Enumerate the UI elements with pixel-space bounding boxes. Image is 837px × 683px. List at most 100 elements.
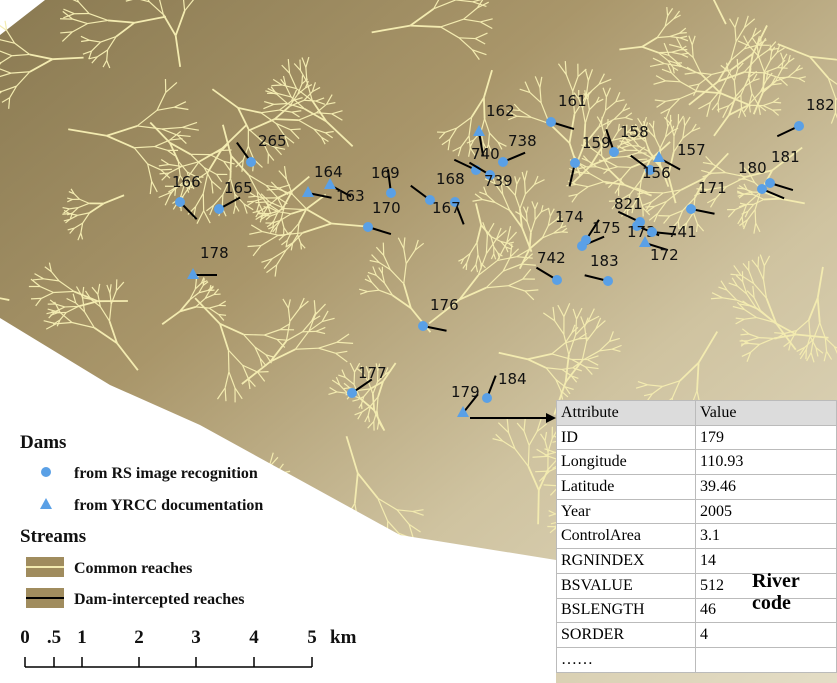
table-cell: Latitude xyxy=(557,475,696,500)
dam-circle xyxy=(647,227,657,237)
stream-reach xyxy=(779,77,789,78)
table-row: Longitude110.93 xyxy=(557,450,837,475)
dam-label: 177 xyxy=(358,364,387,382)
dam-circle xyxy=(175,197,185,207)
stream-reach xyxy=(525,181,526,194)
stream-reach xyxy=(290,129,300,130)
scale-label: 3 xyxy=(191,627,201,648)
stream-reach xyxy=(225,388,226,401)
stream-reach xyxy=(484,98,485,119)
stream-reach xyxy=(773,102,781,103)
scale-label: .5 xyxy=(47,627,61,648)
stream-reach xyxy=(578,338,588,339)
dam-label: 182 xyxy=(806,96,835,114)
stream-reach xyxy=(300,60,301,71)
dam-label: 158 xyxy=(620,123,649,141)
stream-reach xyxy=(630,146,639,147)
river-code-label: River code xyxy=(752,570,812,614)
table-cell: Year xyxy=(557,499,696,524)
stream-reach xyxy=(712,173,726,174)
dam-label: 739 xyxy=(484,172,513,190)
dam-label: 171 xyxy=(698,179,727,197)
dam-label: 170 xyxy=(372,199,401,217)
dam-label: 161 xyxy=(558,92,587,110)
stream-reach xyxy=(755,210,756,224)
stream-reach xyxy=(764,199,780,200)
scale-label: 4 xyxy=(249,627,259,648)
table-cell: Longitude xyxy=(557,450,696,475)
dam-circle xyxy=(363,222,373,232)
stream-reach xyxy=(65,306,78,307)
dam-label: 178 xyxy=(200,244,229,262)
dam-circle xyxy=(794,121,804,131)
stream-reach xyxy=(764,266,765,280)
table-cell: SORDER xyxy=(557,623,696,648)
table-cell: 39.46 xyxy=(696,475,837,500)
dam-circle xyxy=(482,393,492,403)
dam-circle xyxy=(386,188,396,198)
stream-reach xyxy=(778,68,788,69)
dam-label: 183 xyxy=(590,252,619,270)
dam-label: 265 xyxy=(258,132,287,150)
table-row: Year2005 xyxy=(557,499,837,524)
dam-circle xyxy=(757,184,767,194)
dam-label: 176 xyxy=(430,296,459,314)
table-row: ID179 xyxy=(557,425,837,450)
stream-reach xyxy=(301,243,302,249)
legend-item: Common reaches xyxy=(74,560,192,577)
dam-circle xyxy=(246,157,256,167)
table-row: Latitude39.46 xyxy=(557,475,837,500)
stream-reach xyxy=(758,257,759,268)
dam-circle xyxy=(570,158,580,168)
scale-unit: km xyxy=(330,627,357,648)
stream-reach xyxy=(271,85,282,86)
dam-circle xyxy=(581,235,591,245)
table-cell: BSVALUE xyxy=(557,573,696,598)
table-row: ControlArea3.1 xyxy=(557,524,837,549)
stream-reach xyxy=(638,159,647,160)
stream-reach xyxy=(526,213,527,222)
dam-label: 738 xyxy=(508,132,537,150)
scale-label: 2 xyxy=(134,627,144,648)
dam-circle xyxy=(765,178,775,188)
dam-label: 165 xyxy=(224,179,253,197)
table-cell: 110.93 xyxy=(696,450,837,475)
dam-label: 172 xyxy=(650,246,679,264)
stream-reach xyxy=(645,206,654,207)
table-row: …… xyxy=(557,647,837,672)
scale-label: 5 xyxy=(307,627,317,648)
scale-label: 1 xyxy=(77,627,87,648)
stream-reach xyxy=(602,117,603,124)
stream-reach xyxy=(373,394,374,410)
dam-circle xyxy=(609,147,619,157)
table-cell: ID xyxy=(557,425,696,450)
table-cell: RGNINDEX xyxy=(557,549,696,574)
table-cell xyxy=(696,647,837,672)
table-cell: 4 xyxy=(696,623,837,648)
dam-label: 162 xyxy=(486,102,515,120)
dam-circle xyxy=(418,321,428,331)
stream-reach xyxy=(459,38,475,39)
stream-reach xyxy=(538,490,539,524)
stream-reach xyxy=(617,167,631,168)
stream-reach xyxy=(684,117,685,125)
dam-label: 821 xyxy=(614,195,643,213)
dam-label: 167 xyxy=(432,199,461,217)
dam-circle xyxy=(603,276,613,286)
scale-label: 0 xyxy=(20,627,30,648)
stream-reach xyxy=(679,33,686,34)
table-row: SORDER4 xyxy=(557,623,837,648)
table-cell: Attribute xyxy=(557,401,696,426)
table-cell: Value xyxy=(696,401,837,426)
dam-label: 164 xyxy=(314,163,343,181)
stream-reach xyxy=(274,104,288,105)
table-cell: 3.1 xyxy=(696,524,837,549)
stream-reach xyxy=(275,119,299,120)
table-cell: ControlArea xyxy=(557,524,696,549)
dam-circle xyxy=(498,157,508,167)
dam-label: 740 xyxy=(471,145,500,163)
dam-label: 741 xyxy=(668,223,697,241)
dam-label: 179 xyxy=(451,383,480,401)
stream-reach xyxy=(161,169,172,170)
dam-label: 156 xyxy=(642,164,671,182)
